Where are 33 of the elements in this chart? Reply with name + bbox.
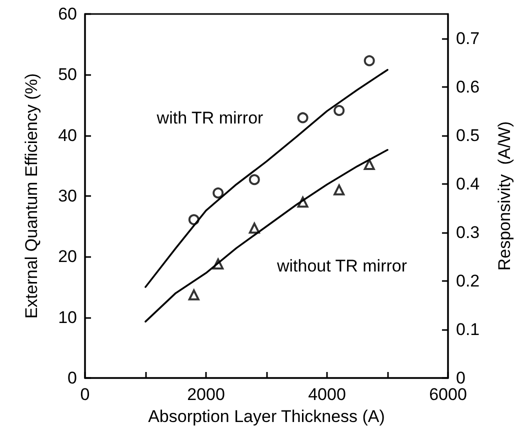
y-tick-label: 20 (58, 247, 77, 266)
point (334, 104, 345, 116)
x-tick-label: 4000 (308, 385, 346, 404)
y2-tick-label: 0.6 (456, 77, 480, 96)
point (334, 184, 345, 196)
point (364, 55, 375, 66)
y-tick-label: 60 (58, 4, 77, 24)
y2-tick-label: 0.3 (456, 222, 480, 242)
y2-tick-label: 0.1 (456, 320, 480, 339)
point (364, 158, 375, 170)
y2-tick-label: 0.4 (456, 174, 480, 194)
point (297, 112, 308, 124)
point (212, 187, 224, 198)
y2-tick-label: 0.7 (456, 28, 480, 48)
y2-axis-title: Responsivity (A/W) (495, 121, 514, 271)
y-axis-title: External Quantum Efficiency (%) (22, 73, 41, 319)
x-tick-label: 2000 (187, 385, 225, 404)
y2-tick-label: 0.2 (456, 271, 480, 290)
x-tick-label: 6000 (429, 385, 467, 404)
y-tick-label: 10 (58, 308, 77, 327)
point (248, 222, 260, 234)
y-tick-label: 50 (58, 65, 77, 84)
y-tick-label: 0 (68, 368, 77, 388)
annotation: without TR mirror (276, 256, 408, 276)
x-axis-title: Absorption Layer Thickness (A) (148, 406, 385, 426)
y2-tick-label: 0.5 (456, 126, 480, 145)
y2-tick-label: 0 (456, 368, 466, 388)
point (188, 289, 200, 300)
x-tick-label: 0 (80, 385, 90, 404)
y-tick-label: 40 (58, 126, 77, 145)
y-tick-label: 30 (58, 186, 77, 206)
point (248, 174, 260, 186)
annotation: with TR mirror (156, 108, 264, 128)
